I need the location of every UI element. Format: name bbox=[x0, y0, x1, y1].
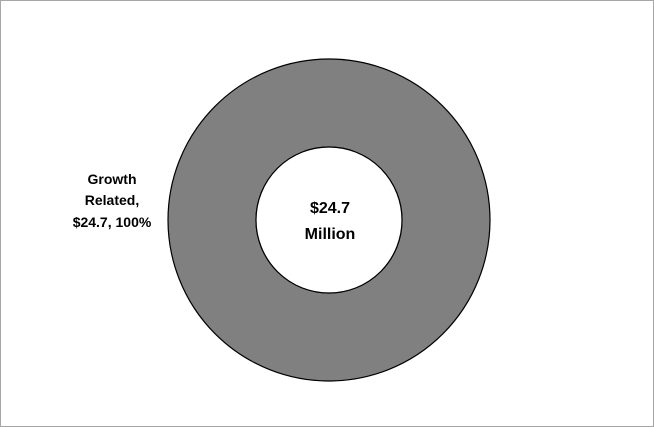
center-total-label: $24.7 Million bbox=[305, 200, 356, 243]
slice-label-growth-related: Growth Related, $24.7, 100% bbox=[73, 171, 152, 230]
slices-layer bbox=[167, 58, 491, 382]
center-total-value: $24.7 bbox=[310, 200, 350, 217]
donut-hole bbox=[255, 146, 403, 294]
center-total-unit: Million bbox=[305, 226, 356, 243]
slice-label-line-2: Related, bbox=[85, 192, 139, 208]
slice-label-line-3: $24.7, 100% bbox=[73, 214, 152, 230]
slice-label-line-1: Growth bbox=[88, 171, 137, 187]
